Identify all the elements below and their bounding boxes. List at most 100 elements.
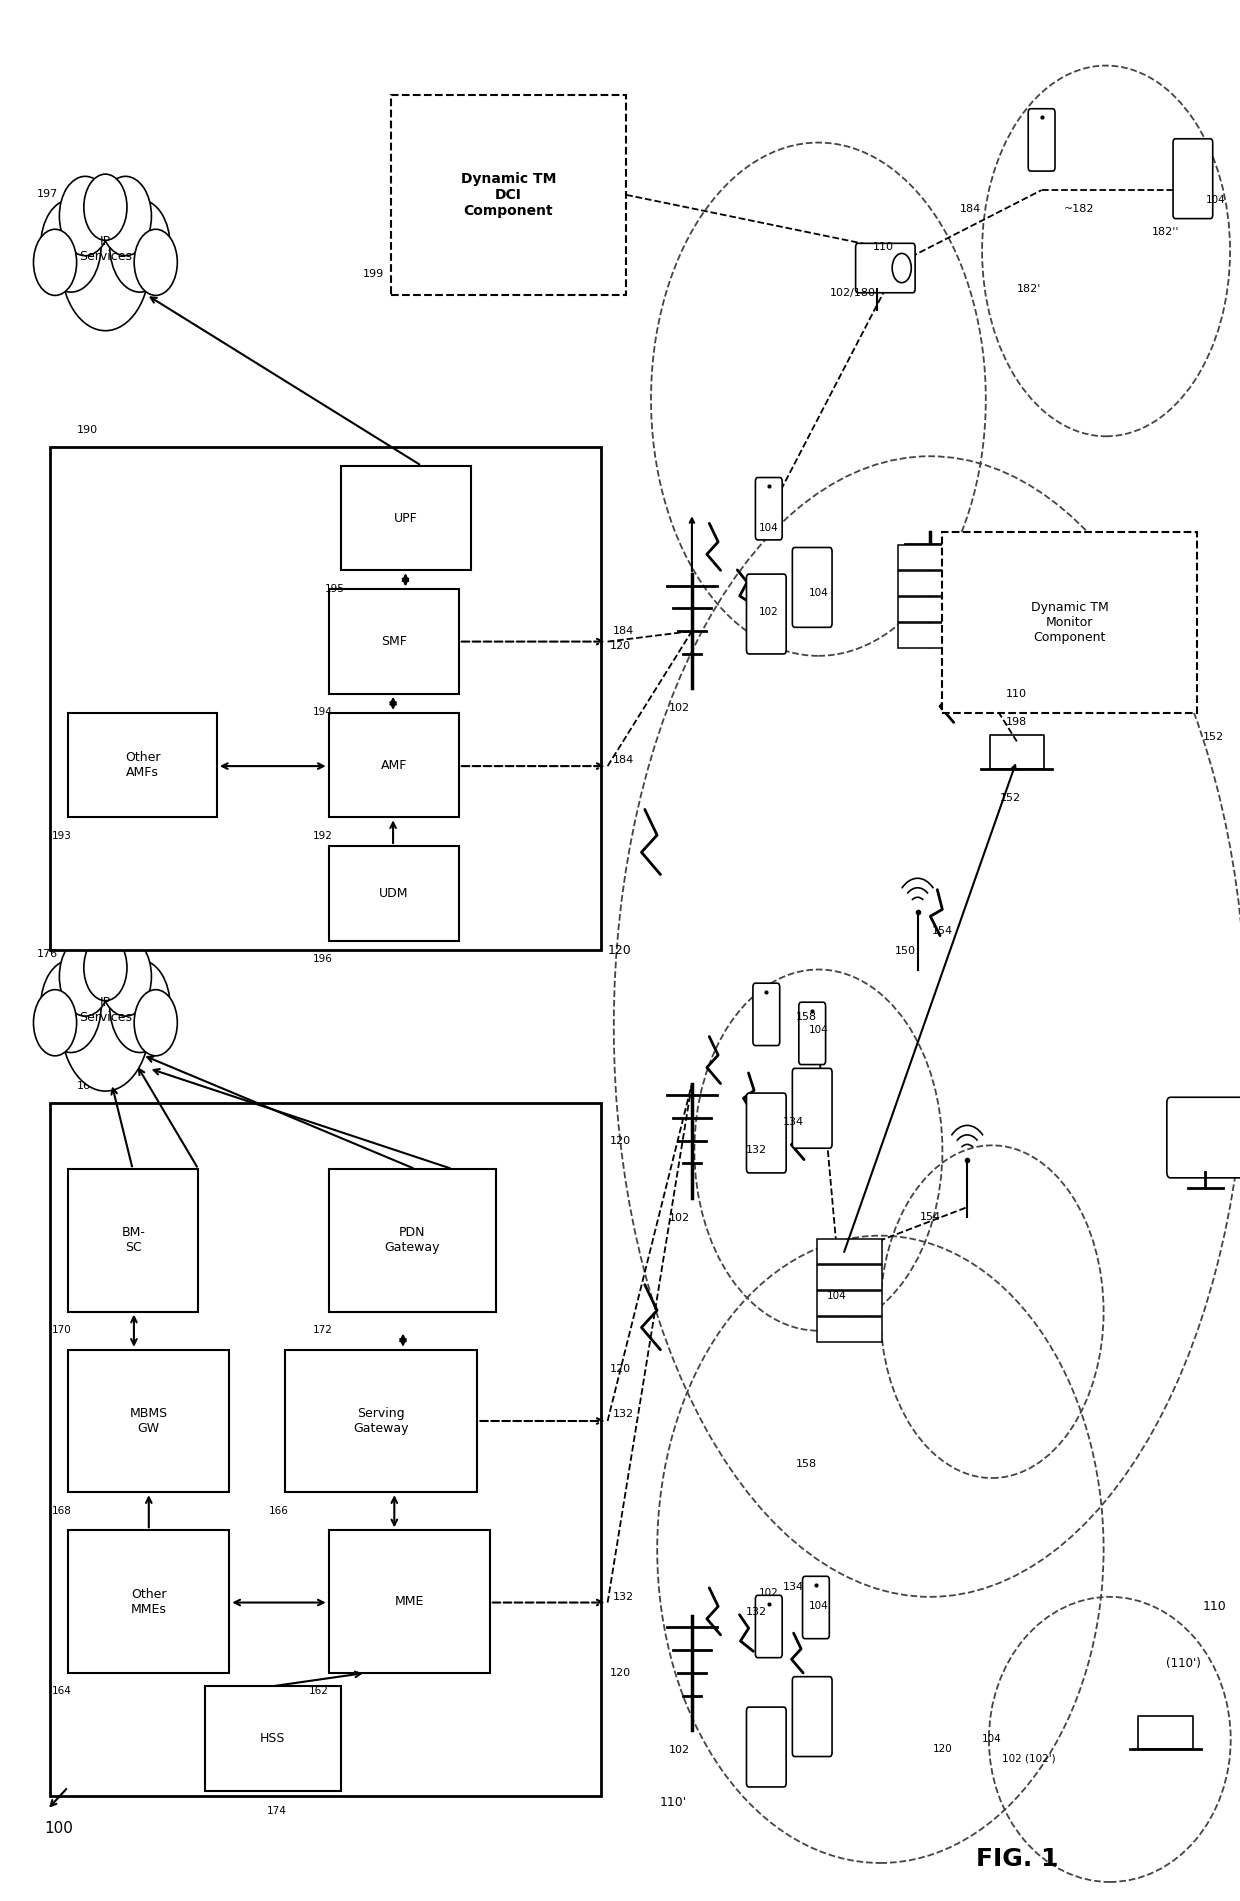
Text: 160: 160 [77, 1082, 98, 1091]
Circle shape [60, 937, 112, 1017]
Text: 104: 104 [759, 523, 779, 534]
Circle shape [84, 935, 126, 1000]
Text: 196: 196 [312, 954, 332, 964]
Text: 190: 190 [77, 426, 98, 435]
FancyBboxPatch shape [1167, 1097, 1240, 1179]
Text: 104: 104 [827, 1291, 847, 1302]
Text: 197: 197 [37, 188, 58, 200]
FancyBboxPatch shape [817, 1264, 882, 1289]
FancyBboxPatch shape [755, 477, 782, 540]
Text: PDN
Gateway: PDN Gateway [384, 1226, 440, 1255]
Text: UPF: UPF [394, 511, 418, 525]
Text: Other
AMFs: Other AMFs [125, 751, 160, 779]
FancyBboxPatch shape [205, 1686, 341, 1791]
Text: 158: 158 [795, 1011, 817, 1023]
Text: Dynamic TM
DCI
Component: Dynamic TM DCI Component [461, 171, 556, 219]
Text: 102: 102 [759, 1587, 779, 1599]
FancyBboxPatch shape [68, 1350, 229, 1492]
Text: 184: 184 [613, 755, 634, 766]
FancyBboxPatch shape [817, 1239, 882, 1264]
Text: 110: 110 [1007, 688, 1027, 700]
FancyBboxPatch shape [792, 547, 832, 627]
Text: 132: 132 [613, 1409, 634, 1420]
Text: 152: 152 [999, 793, 1022, 804]
Text: 194: 194 [312, 707, 332, 717]
FancyBboxPatch shape [856, 243, 915, 293]
Text: 120: 120 [609, 1363, 631, 1374]
Text: ~182: ~182 [1064, 203, 1094, 215]
FancyBboxPatch shape [753, 983, 780, 1046]
Text: 154: 154 [919, 1211, 941, 1222]
FancyBboxPatch shape [1173, 139, 1213, 219]
Text: 120: 120 [932, 1743, 952, 1755]
Text: 182'': 182'' [1152, 226, 1179, 238]
Text: 104: 104 [1205, 194, 1225, 205]
Circle shape [134, 990, 177, 1055]
Text: Other
MMEs: Other MMEs [131, 1587, 166, 1616]
FancyBboxPatch shape [898, 570, 962, 595]
Text: 176: 176 [37, 949, 58, 960]
FancyBboxPatch shape [341, 466, 471, 570]
Circle shape [109, 960, 170, 1053]
FancyBboxPatch shape [329, 1530, 490, 1673]
FancyBboxPatch shape [329, 713, 459, 817]
Text: MBMS
GW: MBMS GW [130, 1407, 167, 1435]
Circle shape [99, 937, 151, 1017]
Text: 172: 172 [312, 1325, 332, 1335]
Text: UDM: UDM [379, 888, 408, 899]
Text: 102: 102 [668, 1745, 691, 1755]
Circle shape [134, 230, 177, 295]
FancyBboxPatch shape [792, 1677, 832, 1757]
FancyBboxPatch shape [817, 1291, 882, 1315]
FancyBboxPatch shape [792, 1068, 832, 1148]
Text: 134: 134 [782, 1116, 805, 1127]
Circle shape [99, 177, 151, 257]
Text: 104: 104 [808, 1025, 828, 1036]
Text: 120: 120 [609, 1667, 631, 1679]
Text: 102: 102 [668, 703, 691, 713]
FancyBboxPatch shape [898, 597, 962, 622]
Text: (110'): (110') [1166, 1658, 1200, 1669]
Text: EPC: EPC [60, 1122, 92, 1137]
FancyBboxPatch shape [50, 1103, 601, 1796]
Text: HSS: HSS [260, 1732, 285, 1745]
FancyBboxPatch shape [942, 532, 1197, 713]
FancyBboxPatch shape [1028, 108, 1055, 171]
Circle shape [60, 177, 112, 257]
Text: 192: 192 [312, 831, 332, 840]
Text: 166: 166 [269, 1506, 289, 1515]
Text: 184: 184 [960, 203, 982, 215]
Circle shape [84, 175, 126, 240]
Text: 164: 164 [52, 1686, 72, 1696]
Circle shape [61, 194, 150, 331]
FancyBboxPatch shape [746, 574, 786, 654]
Text: 102 (102'): 102 (102') [1002, 1753, 1056, 1764]
Text: Dynamic TM
Monitor
Component: Dynamic TM Monitor Component [1030, 601, 1109, 644]
Text: 162: 162 [309, 1686, 329, 1696]
FancyBboxPatch shape [50, 447, 601, 950]
FancyBboxPatch shape [68, 1530, 229, 1673]
Text: 102: 102 [759, 606, 779, 618]
FancyBboxPatch shape [329, 846, 459, 941]
Text: 184: 184 [613, 625, 634, 637]
Text: 195: 195 [325, 584, 345, 593]
Text: 154: 154 [931, 926, 954, 937]
Text: 132: 132 [745, 1606, 768, 1618]
Text: 182': 182' [1017, 283, 1042, 295]
FancyBboxPatch shape [391, 95, 626, 295]
Text: 104: 104 [808, 587, 828, 599]
FancyBboxPatch shape [746, 1707, 786, 1787]
Text: 120: 120 [609, 1135, 631, 1146]
Circle shape [33, 990, 77, 1055]
FancyBboxPatch shape [746, 1093, 786, 1173]
Text: IP
Services: IP Services [79, 236, 131, 262]
Text: 132: 132 [613, 1591, 634, 1603]
Text: 120: 120 [609, 641, 631, 652]
Text: 199: 199 [363, 270, 384, 279]
Text: FIG. 1: FIG. 1 [976, 1848, 1058, 1871]
Text: MME: MME [394, 1595, 424, 1608]
Text: 193: 193 [52, 831, 72, 840]
Text: 150: 150 [895, 945, 915, 956]
Text: SMF: SMF [381, 635, 407, 648]
Text: 152: 152 [1203, 732, 1224, 741]
